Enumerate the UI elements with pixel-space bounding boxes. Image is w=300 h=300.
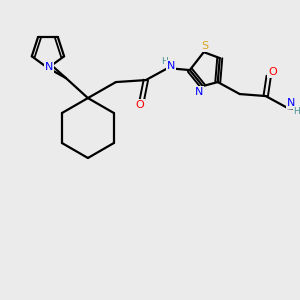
Text: N: N <box>167 61 175 71</box>
Text: H: H <box>161 57 168 66</box>
Text: N: N <box>286 98 295 108</box>
Text: N: N <box>45 62 53 72</box>
Text: O: O <box>136 100 144 110</box>
Text: S: S <box>201 41 208 51</box>
Text: H: H <box>293 106 300 116</box>
Text: N: N <box>195 87 203 97</box>
Text: O: O <box>268 67 277 77</box>
